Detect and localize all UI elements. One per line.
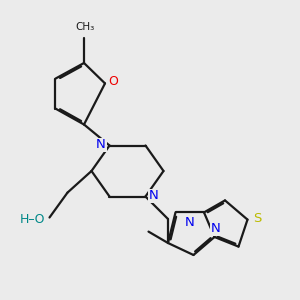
Text: N: N: [96, 138, 106, 152]
Text: N: N: [149, 189, 159, 203]
Text: N: N: [184, 216, 194, 230]
Text: S: S: [253, 212, 261, 225]
Text: H–O: H–O: [20, 213, 46, 226]
Text: N: N: [211, 222, 221, 235]
Text: O: O: [109, 75, 118, 88]
Text: CH₃: CH₃: [75, 22, 94, 32]
